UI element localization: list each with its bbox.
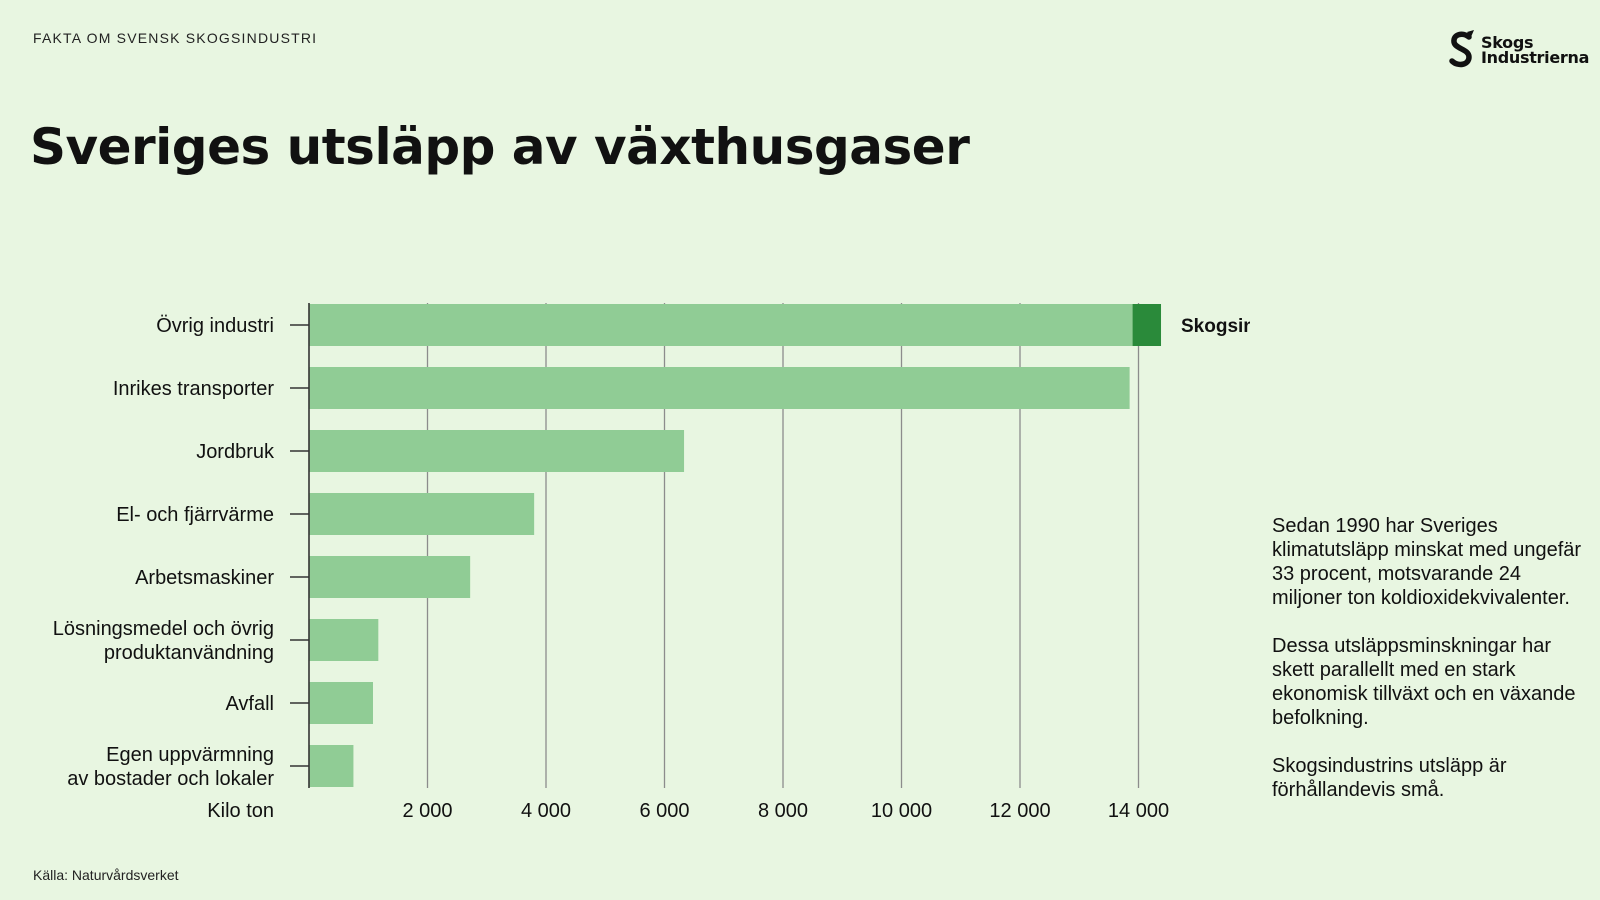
category-label-1: Inrikes transporter <box>113 378 275 400</box>
category-label-7-line1: Egen uppvärmning <box>106 744 274 766</box>
category-label-5-line2: produktanvändning <box>104 642 274 664</box>
bar-5 <box>309 619 379 661</box>
kicker-label: FAKTA OM SVENSK SKOGSINDUSTRI <box>33 30 318 46</box>
category-label-0: Övrig industri <box>156 315 274 337</box>
x-axis-label: Kilo ton <box>207 800 274 822</box>
x-tick-label-6000: 6 000 <box>639 800 689 822</box>
emissions-bar-chart: Skogsindustri Övrig industri Inrikes trans… <box>53 303 1250 822</box>
category-label-4: Arbetsmaskiner <box>135 567 274 589</box>
bar-7 <box>309 745 354 787</box>
side-text-paragraph-1: Sedan 1990 har Sveriges klimatutsläpp mi… <box>1272 515 1582 609</box>
x-tick-label-14000: 14 000 <box>1108 800 1169 822</box>
bar-0 <box>309 304 1133 346</box>
source-note: Källa: Naturvårdsverket <box>33 867 179 883</box>
x-tick-label-8000: 8 000 <box>758 800 808 822</box>
logo-text-line1: Skogs <box>1481 33 1534 52</box>
x-tick-label-2000: 2 000 <box>402 800 452 822</box>
highlight-label: Skogsindustri <box>1181 316 1250 337</box>
bar-3 <box>309 493 535 535</box>
skogsindustrierna-logo: Skogs Industrierna <box>1447 30 1589 70</box>
category-label-7-line2: av bostader och lokaler <box>67 768 274 790</box>
leaf-s-icon <box>1449 30 1474 68</box>
logo-text-line2: Industrierna <box>1481 48 1590 67</box>
category-label-5-line1: Lösningsmedel och övrig <box>53 618 274 640</box>
category-label-3: El- och fjärrvärme <box>116 504 274 526</box>
category-label-2: Jordbruk <box>196 441 275 463</box>
side-text-box: Sedan 1990 har Sveriges klimatutsläpp mi… <box>1272 514 1592 826</box>
x-tick-label-4000: 4 000 <box>521 800 571 822</box>
bar-1 <box>309 367 1130 409</box>
x-tick-label-12000: 12 000 <box>989 800 1050 822</box>
page-title: Sveriges utsläpp av växthusgaser <box>30 118 970 176</box>
bar-6 <box>309 682 373 724</box>
highlight-bar-skogsindustri <box>1132 304 1162 346</box>
side-text-paragraph-3: Skogsindustrins utsläpp är förhållandevi… <box>1272 755 1507 801</box>
bar-2 <box>309 430 685 472</box>
x-tick-label-10000: 10 000 <box>871 800 932 822</box>
side-text-paragraph-2: Dessa utsläppsminskningar har skett para… <box>1272 635 1576 729</box>
category-label-6: Avfall <box>225 693 274 715</box>
bar-4 <box>309 556 471 598</box>
